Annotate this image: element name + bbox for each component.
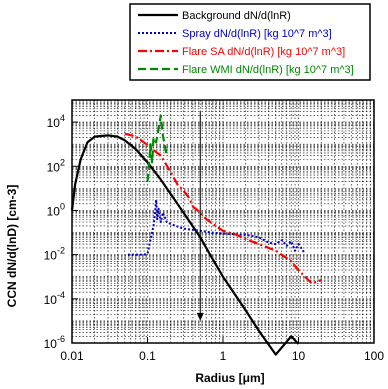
series-layer bbox=[70, 114, 322, 356]
x-tick-label: 100 bbox=[364, 349, 384, 363]
legend: Background dN/d(lnR) Spray dN/d(lnR) [kg … bbox=[129, 3, 371, 81]
x-tick-label: 1 bbox=[220, 349, 227, 363]
series-line-4 bbox=[146, 114, 168, 182]
y-tick-label: 100 bbox=[47, 201, 65, 218]
annotation-layer bbox=[196, 111, 204, 321]
y-tick-label: 10-6 bbox=[44, 334, 65, 351]
y-tick-label: 102 bbox=[47, 157, 65, 174]
grid bbox=[71, 100, 374, 344]
y-tick-label: 104 bbox=[47, 113, 65, 130]
series-line-1 bbox=[70, 134, 300, 356]
y-axis-label: CCN dN/d(lnD) [cm-3] bbox=[5, 185, 19, 308]
arrow-head bbox=[196, 312, 204, 321]
x-axis-label: Radius [μm] bbox=[195, 371, 264, 385]
y-tick-label: 10-2 bbox=[44, 246, 65, 263]
axis-ticks: 0.01 0.1 1 10 100 10-6 10-4 10-2 100 102 104 bbox=[44, 113, 385, 363]
y-tick-label: 10-4 bbox=[44, 290, 65, 307]
legend-label-4: Flare WMI dN/d(lnR) [kg 10^7 m^3] bbox=[182, 64, 354, 76]
x-tick-label: 0.01 bbox=[60, 349, 84, 363]
series-line-3 bbox=[124, 132, 322, 285]
legend-label-2: Spray dN/d(lnR) [kg 10^7 m^3] bbox=[182, 28, 332, 40]
x-tick-label: 10 bbox=[292, 349, 306, 363]
x-tick-label: 0.1 bbox=[139, 349, 156, 363]
legend-label-3: Flare SA dN/d(lnR) [kg 10^7 m^3] bbox=[182, 46, 345, 58]
legend-label-1: Background dN/d(lnR) bbox=[182, 10, 291, 22]
legend-box bbox=[129, 3, 371, 81]
